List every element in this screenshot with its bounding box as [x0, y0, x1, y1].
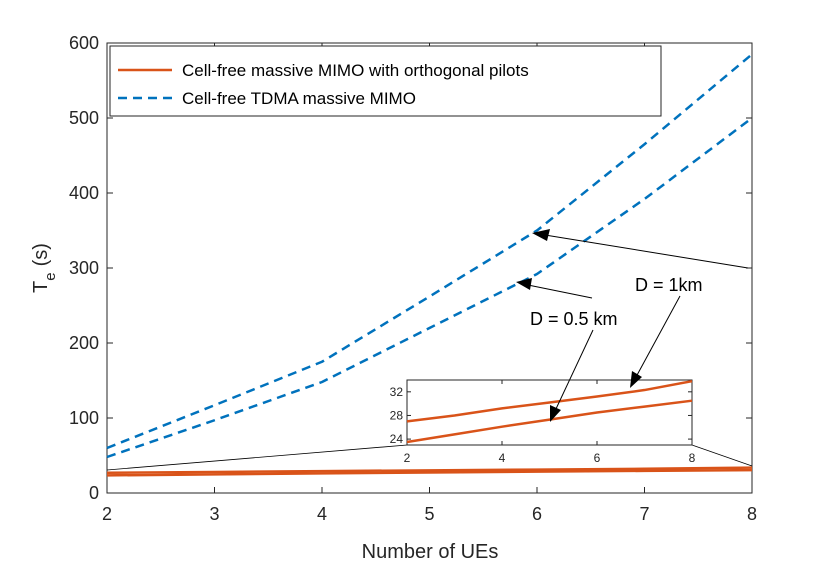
- y-tick-label: 600: [69, 33, 99, 53]
- y-tick-label: 300: [69, 258, 99, 278]
- y-tick-label: 200: [69, 333, 99, 353]
- arrow-05km-inset-shaft: [554, 329, 594, 412]
- x-tick-label: 2: [102, 504, 112, 524]
- inset-series-line-0: [406, 379, 693, 423]
- y-axis-label-unit: (s): [30, 243, 52, 266]
- arrow-1km-top-head: [532, 229, 550, 241]
- legend-box: [109, 45, 662, 117]
- x-tick-label: 3: [209, 504, 219, 524]
- inset-x-tick-label: 8: [689, 451, 696, 465]
- arrow-1km-top-shaft: [544, 234, 749, 269]
- x-tick-label: 4: [317, 504, 327, 524]
- annotation-arrows: [516, 229, 749, 422]
- zoom-connector-left: [106, 444, 408, 471]
- inset-series-line-1: [406, 399, 693, 444]
- x-tick-label: 5: [424, 504, 434, 524]
- zoom-connector-right: [691, 444, 753, 467]
- series-line-0: [106, 53, 753, 450]
- x-axis-ticks: 2 3 4 5 6 7 8: [102, 43, 757, 524]
- x-tick-label: 8: [747, 504, 757, 524]
- inset-y-tick-label: 28: [390, 408, 404, 422]
- series-line-1: [106, 117, 753, 459]
- inset-y-tick-label: 32: [390, 385, 404, 399]
- annotation-1km: D = 1km: [635, 275, 703, 295]
- series-line-2: [106, 466, 753, 474]
- arrow-05km-top-head: [516, 278, 532, 290]
- x-tick-label: 7: [639, 504, 649, 524]
- y-tick-label: 0: [89, 483, 99, 503]
- inset-series: [406, 379, 693, 444]
- y-axis-ticks: 0 100 200 300 400 500 600: [69, 33, 752, 503]
- y-axis-label-sub: e: [42, 272, 59, 280]
- legend-label-tdma: Cell-free TDMA massive MIMO: [182, 89, 416, 108]
- annotation-1km-bg: [630, 270, 748, 296]
- inset-y-tick-label: 24: [390, 432, 404, 446]
- main-series: [106, 53, 753, 477]
- x-tick-label: 6: [532, 504, 542, 524]
- y-tick-label: 100: [69, 408, 99, 428]
- y-axis-label: Te (s): [30, 243, 59, 293]
- legend-label-orthogonal: Cell-free massive MIMO with orthogonal p…: [182, 61, 529, 80]
- inset-x-tick-label: 4: [499, 451, 506, 465]
- svg-text:Te(s): Te (s): [30, 243, 59, 293]
- series-line-3: [106, 468, 753, 477]
- annotation-05km: D = 0.5 km: [530, 309, 618, 329]
- arrow-1km-inset-shaft: [635, 295, 681, 378]
- y-axis-label-main: T: [30, 281, 52, 293]
- inset-x-tick-label: 2: [404, 451, 411, 465]
- y-tick-label: 400: [69, 183, 99, 203]
- arrow-05km-inset-head: [550, 405, 561, 422]
- arrow-05km-top-shaft: [527, 284, 593, 299]
- x-axis-label: Number of UEs: [362, 541, 499, 563]
- y-tick-label: 500: [69, 108, 99, 128]
- annotation-05km-bg: [525, 304, 645, 330]
- legend: Cell-free massive MIMO with orthogonal p…: [109, 45, 662, 117]
- arrow-1km-inset-head: [630, 371, 642, 388]
- inset-x-tick-label: 6: [594, 451, 601, 465]
